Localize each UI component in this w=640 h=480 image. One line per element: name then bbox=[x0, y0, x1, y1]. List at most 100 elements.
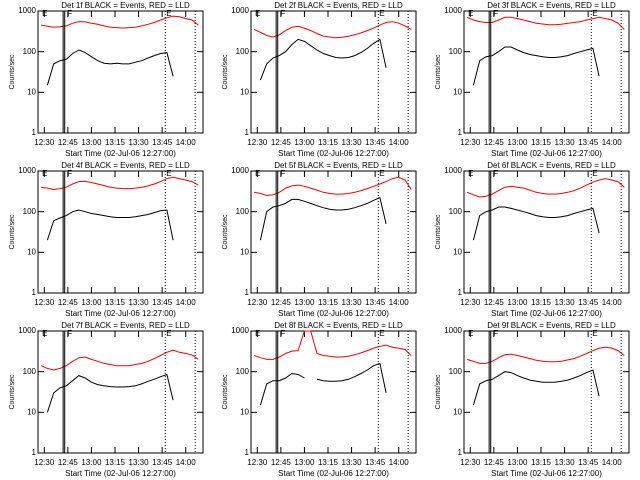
y-tick-label: 1000 bbox=[231, 166, 249, 175]
annotation: E bbox=[166, 9, 171, 18]
annotation: F bbox=[67, 169, 72, 178]
chart-title: Det 3f BLACK = Events, RED = LLD bbox=[487, 1, 616, 10]
x-tick-label: 13:30 bbox=[129, 138, 150, 147]
x-tick-label: 13:00 bbox=[507, 458, 528, 467]
x-tick-label: 12:45 bbox=[58, 298, 79, 307]
series-line bbox=[254, 176, 412, 197]
annotation: E bbox=[42, 329, 47, 338]
panel: Det 9f BLACK = Events, RED = LLD Start Ti… bbox=[435, 321, 630, 478]
panel: Det 7f BLACK = Events, RED = LLD Start Ti… bbox=[9, 321, 204, 478]
chart-title: Det 2f BLACK = Events, RED = LLD bbox=[274, 1, 403, 10]
x-tick-label: 13:00 bbox=[81, 138, 102, 147]
plot-frame bbox=[37, 10, 204, 134]
series-line bbox=[40, 349, 199, 371]
plot-frame bbox=[250, 170, 417, 294]
series-line bbox=[253, 21, 412, 39]
x-tick-label: 14:00 bbox=[176, 298, 197, 307]
x-tick-label: 13:30 bbox=[555, 458, 576, 467]
y-tick-label: 1 bbox=[245, 288, 250, 297]
x-tick-label: 14:00 bbox=[389, 458, 410, 467]
series-line bbox=[472, 46, 600, 86]
y-tick-label: 10 bbox=[453, 87, 462, 96]
x-tick-label: 12:30 bbox=[460, 458, 481, 467]
x-tick-label: 13:15 bbox=[318, 298, 339, 307]
annotation: E bbox=[379, 169, 384, 178]
y-tick-label: 10 bbox=[453, 407, 462, 416]
x-tick-label: 13:15 bbox=[531, 298, 552, 307]
annotation: E bbox=[255, 169, 260, 178]
y-tick-label: 10 bbox=[240, 247, 249, 256]
x-tick-label: 13:30 bbox=[555, 298, 576, 307]
y-tick-label: 1 bbox=[245, 448, 250, 457]
y-tick-label: 1000 bbox=[231, 6, 249, 15]
series-line bbox=[46, 209, 174, 241]
y-tick-label: 10 bbox=[240, 407, 249, 416]
x-tick-label: 12:45 bbox=[58, 458, 79, 467]
plot-frame bbox=[37, 330, 204, 454]
chart-title: Det 7f BLACK = Events, RED = LLD bbox=[61, 321, 190, 330]
x-axis-label: Start Time (02-Jul-06 12:27:00) bbox=[491, 309, 602, 318]
x-tick-label: 13:45 bbox=[152, 138, 173, 147]
x-tick-label: 13:15 bbox=[531, 458, 552, 467]
x-tick-label: 12:30 bbox=[460, 138, 481, 147]
x-tick-label: 13:00 bbox=[81, 298, 102, 307]
x-tick-label: 13:30 bbox=[342, 138, 363, 147]
panel: Det 8f BLACK = Events, RED = LLD Start Ti… bbox=[222, 321, 417, 478]
chart-title: Det 1f BLACK = Events, RED = LLD bbox=[61, 1, 190, 10]
y-tick-label: 1000 bbox=[444, 6, 462, 15]
series-line bbox=[466, 16, 625, 30]
x-tick-label: 14:00 bbox=[176, 138, 197, 147]
panel: Det 3f BLACK = Events, RED = LLD Start Ti… bbox=[435, 1, 630, 158]
annotation: E bbox=[255, 9, 260, 18]
y-tick-label: 10 bbox=[240, 87, 249, 96]
x-tick-label: 13:45 bbox=[152, 458, 173, 467]
y-tick-label: 100 bbox=[23, 207, 37, 216]
annotation: E bbox=[166, 329, 171, 338]
y-tick-label: 100 bbox=[449, 207, 463, 216]
series-line bbox=[41, 15, 199, 29]
x-tick-label: 12:45 bbox=[484, 458, 505, 467]
x-tick-label: 14:00 bbox=[602, 138, 623, 147]
y-tick-label: 1000 bbox=[444, 166, 462, 175]
annotation: F bbox=[280, 169, 285, 178]
chart-title: Det 9f BLACK = Events, RED = LLD bbox=[487, 321, 616, 330]
series-line bbox=[316, 362, 387, 394]
x-tick-label: 13:30 bbox=[129, 458, 150, 467]
y-tick-label: 1 bbox=[32, 128, 37, 137]
x-tick-label: 13:45 bbox=[578, 298, 599, 307]
x-tick-label: 13:00 bbox=[507, 298, 528, 307]
x-tick-label: 13:00 bbox=[294, 458, 315, 467]
y-tick-label: 100 bbox=[236, 207, 250, 216]
x-tick-label: 14:00 bbox=[389, 298, 410, 307]
plot-frame bbox=[463, 330, 630, 454]
x-tick-label: 12:45 bbox=[271, 138, 292, 147]
y-tick-label: 1000 bbox=[18, 166, 36, 175]
y-axis-label: Counts/sec bbox=[9, 214, 16, 250]
y-axis-label: Counts/sec bbox=[222, 54, 229, 90]
series-line bbox=[466, 346, 625, 364]
x-tick-label: 14:00 bbox=[602, 298, 623, 307]
x-tick-label: 13:15 bbox=[105, 298, 126, 307]
annotation: E bbox=[592, 9, 597, 18]
annotation: E bbox=[468, 9, 473, 18]
x-tick-label: 13:30 bbox=[555, 138, 576, 147]
y-tick-label: 10 bbox=[27, 247, 36, 256]
annotation: E bbox=[42, 9, 47, 18]
series-line bbox=[466, 178, 625, 198]
y-tick-label: 100 bbox=[236, 367, 250, 376]
annotation: E bbox=[468, 169, 473, 178]
plot-frame bbox=[250, 10, 417, 134]
x-tick-label: 13:15 bbox=[318, 458, 339, 467]
plot-frame bbox=[37, 170, 204, 294]
annotation: F bbox=[67, 329, 72, 338]
x-tick-label: 13:15 bbox=[105, 458, 126, 467]
series-line bbox=[259, 372, 305, 406]
x-tick-label: 13:45 bbox=[365, 458, 386, 467]
panel: Det 5f BLACK = Events, RED = LLD Start Ti… bbox=[222, 161, 417, 318]
x-axis-label: Start Time (02-Jul-06 12:27:00) bbox=[278, 149, 389, 158]
chart-title: Det 8f BLACK = Events, RED = LLD bbox=[274, 321, 403, 330]
x-axis-label: Start Time (02-Jul-06 12:27:00) bbox=[65, 149, 176, 158]
y-tick-label: 10 bbox=[27, 407, 36, 416]
x-tick-label: 12:45 bbox=[484, 138, 505, 147]
